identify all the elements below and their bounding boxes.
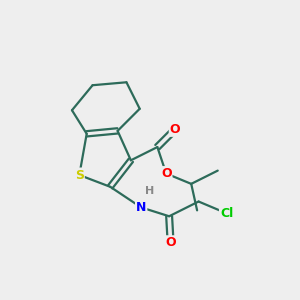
Text: O: O	[170, 123, 180, 136]
Text: S: S	[75, 169, 84, 182]
Text: H: H	[146, 186, 154, 196]
Text: N: N	[136, 201, 146, 214]
Text: O: O	[165, 236, 176, 249]
Text: O: O	[161, 167, 172, 180]
Text: Cl: Cl	[220, 207, 233, 220]
